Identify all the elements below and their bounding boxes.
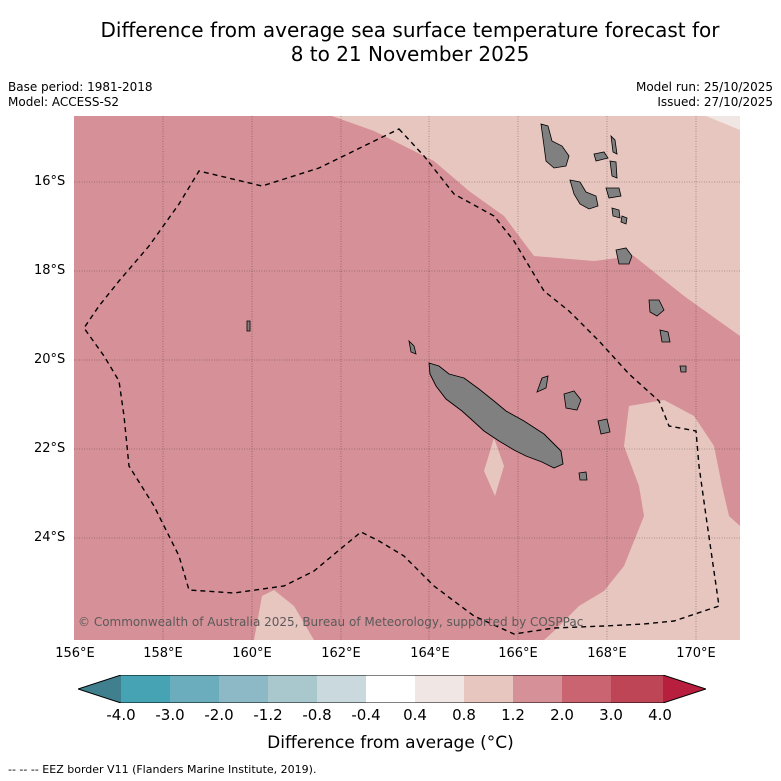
island-pentecost <box>609 160 618 179</box>
graticule <box>74 116 740 640</box>
colorbar-label-4: -1.2 <box>253 706 283 724</box>
colorbar-segment-6 <box>366 675 415 703</box>
anomaly-patch-small <box>484 438 504 496</box>
model-run: Model run: 25/10/2025 <box>635 80 773 94</box>
island-pentecost-north <box>610 134 618 155</box>
lon-label-168e: 168°E <box>587 646 627 661</box>
island-ouvea <box>536 375 549 393</box>
copyright-notice: © Commonwealth of Australia 2025, Bureau… <box>78 615 584 629</box>
island-shepherds <box>620 215 628 225</box>
island-espiritu-santo <box>540 123 570 169</box>
new-caledonia-island <box>428 362 564 469</box>
colorbar-segment-3 <box>219 675 268 703</box>
island-malakula <box>569 179 599 210</box>
island-chesterfield <box>246 320 251 332</box>
anomaly-region-ne-corner-0-4-to-0-8 <box>706 116 740 130</box>
colorbar-label-3: -2.0 <box>204 706 234 724</box>
colorbar-segment-10 <box>562 675 611 703</box>
colorbar-segment-8 <box>464 675 513 703</box>
issued-date: Issued: 27/10/2025 <box>657 95 773 109</box>
island-isle-of-pines <box>578 471 588 481</box>
lat-label-18s: 18°S <box>34 263 66 278</box>
colorbar-segment-max-extend <box>663 675 706 703</box>
colorbar-segment-1 <box>121 675 170 703</box>
lon-label-170e: 170°E <box>676 646 716 661</box>
lon-label-160e: 160°E <box>232 646 272 661</box>
colorbar-label-11: 3.0 <box>599 706 623 724</box>
eez-border <box>83 128 720 635</box>
colorbar-segment-7 <box>415 675 464 703</box>
colorbar-segment-9 <box>513 675 562 703</box>
island-efate <box>615 247 633 265</box>
colorbar-label-6: -0.4 <box>351 706 381 724</box>
title-line-2: 8 to 21 November 2025 <box>290 42 530 66</box>
lon-label-164e: 164°E <box>410 646 450 661</box>
colorbar-segment-11 <box>611 675 663 703</box>
anomaly-region-se-0-8-to-1-2 <box>544 400 740 640</box>
island-belep <box>408 339 417 355</box>
colorbar-title: Difference from average (°C) <box>267 733 514 753</box>
colorbar-label-2: -3.0 <box>155 706 185 724</box>
model-name: Model: ACCESS-S2 <box>8 95 120 109</box>
colorbar-label-7: 0.4 <box>403 706 427 724</box>
meta-left: Base period: 1981-2018 Model: ACCESS-S2 <box>8 80 153 110</box>
island-aneityum <box>679 365 687 373</box>
island-maewo-ambae <box>593 151 609 162</box>
title-line-1: Difference from average sea surface temp… <box>100 18 720 42</box>
lon-label-166e: 166°E <box>498 646 538 661</box>
island-erromango <box>648 299 665 317</box>
lat-label-16s: 16°S <box>34 174 66 189</box>
lon-label-158e: 158°E <box>143 646 183 661</box>
colorbar-label-8: 0.8 <box>452 706 476 724</box>
island-ambrym <box>605 187 622 199</box>
colorbar-segment-4 <box>268 675 317 703</box>
lat-label-22s: 22°S <box>34 441 66 456</box>
lon-label-162e: 162°E <box>321 646 361 661</box>
colorbar-label-9: 1.2 <box>501 706 525 724</box>
island-mare <box>597 418 611 435</box>
colorbar-segment-2 <box>170 675 219 703</box>
sst-anomaly-map <box>74 116 740 640</box>
island-epi <box>611 207 621 219</box>
lon-label-156e: 156°E <box>55 646 95 661</box>
anomaly-region-south-0-8-to-1-2 <box>254 590 314 640</box>
meta-right: Model run: 25/10/2025 Issued: 27/10/2025 <box>636 80 773 110</box>
colorbar-label-5: -0.8 <box>302 706 332 724</box>
base-period: Base period: 1981-2018 <box>8 80 153 94</box>
colorbar-segment-5 <box>317 675 366 703</box>
island-tanna <box>659 329 671 343</box>
colorbar-segment-min-extend <box>78 675 121 703</box>
colorbar-label-12: 4.0 <box>648 706 672 724</box>
eez-legend: -- -- -- EEZ border V11 (Flanders Marine… <box>8 763 317 776</box>
map-title: Difference from average sea surface temp… <box>40 18 780 66</box>
anomaly-region-ne-0-8-to-1-2 <box>332 116 740 336</box>
colorbar-label-1: -4.0 <box>106 706 136 724</box>
lat-label-24s: 24°S <box>34 530 66 545</box>
colorbar <box>78 675 706 703</box>
colorbar-label-10: 2.0 <box>550 706 574 724</box>
island-lifou <box>563 390 582 411</box>
lat-label-20s: 20°S <box>34 352 66 367</box>
